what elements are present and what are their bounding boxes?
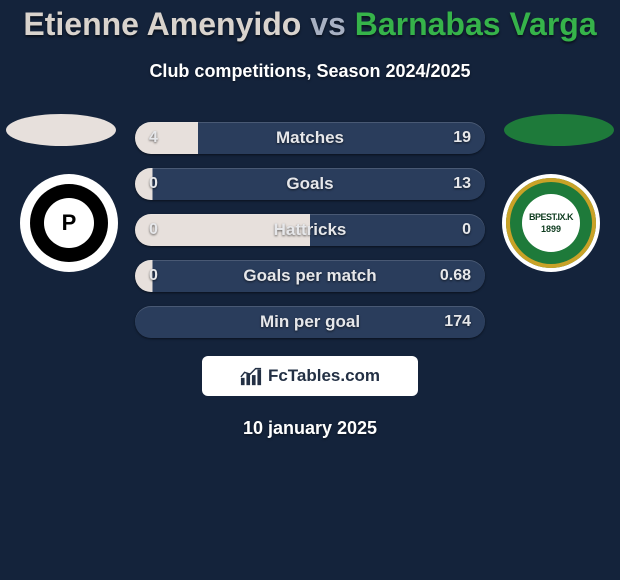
player2-crest-line1: BPEST.IX.K	[529, 212, 573, 222]
comparison-stage: P BPEST.IX.K 1899 4Matches190Goals130Hat…	[0, 122, 620, 439]
stat-value-player2: 13	[435, 175, 471, 193]
stat-row: 0Goals13	[135, 168, 485, 200]
stat-value-player2: 174	[435, 313, 471, 331]
stat-value-player2: 19	[435, 129, 471, 147]
title-vs: vs	[310, 6, 354, 42]
stat-value-player1: 4	[149, 129, 185, 147]
stat-label: Hattricks	[135, 220, 485, 240]
title-player2: Barnabas Varga	[355, 6, 597, 42]
player2-crest-line2: 1899	[541, 224, 561, 234]
player2-platform-ellipse	[504, 114, 614, 146]
player2-crest-ring: BPEST.IX.K 1899	[506, 178, 596, 268]
date-line: 10 january 2025	[0, 418, 620, 439]
stat-value-player1: 0	[149, 221, 185, 239]
stat-label: Min per goal	[135, 312, 485, 332]
stat-label: Goals per match	[135, 266, 485, 286]
title-player1: Etienne Amenyido	[23, 6, 301, 42]
subtitle: Club competitions, Season 2024/2025	[0, 61, 620, 82]
branding-text: FcTables.com	[268, 366, 380, 386]
player2-crest-inner: BPEST.IX.K 1899	[522, 194, 580, 252]
stat-label: Matches	[135, 128, 485, 148]
stat-row: 0Hattricks0	[135, 214, 485, 246]
stat-value-player2: 0.68	[435, 267, 471, 285]
player1-crest-ring: P	[30, 184, 108, 262]
page-title: Etienne Amenyido vs Barnabas Varga	[0, 0, 620, 43]
stat-row: 0Goals per match0.68	[135, 260, 485, 292]
stat-label: Goals	[135, 174, 485, 194]
stat-rows-container: 4Matches190Goals130Hattricks00Goals per …	[135, 122, 485, 338]
stat-value-player1: 0	[149, 175, 185, 193]
branding-chart-icon	[240, 366, 262, 386]
player1-platform-ellipse	[6, 114, 116, 146]
stat-row: 4Matches19	[135, 122, 485, 154]
player1-club-crest: P	[20, 174, 118, 272]
stat-value-player2: 0	[435, 221, 471, 239]
player1-crest-letter: P	[44, 198, 94, 248]
player2-club-crest: BPEST.IX.K 1899	[502, 174, 600, 272]
stat-row: Min per goal174	[135, 306, 485, 338]
stat-value-player1: 0	[149, 267, 185, 285]
branding-badge: FcTables.com	[202, 356, 418, 396]
